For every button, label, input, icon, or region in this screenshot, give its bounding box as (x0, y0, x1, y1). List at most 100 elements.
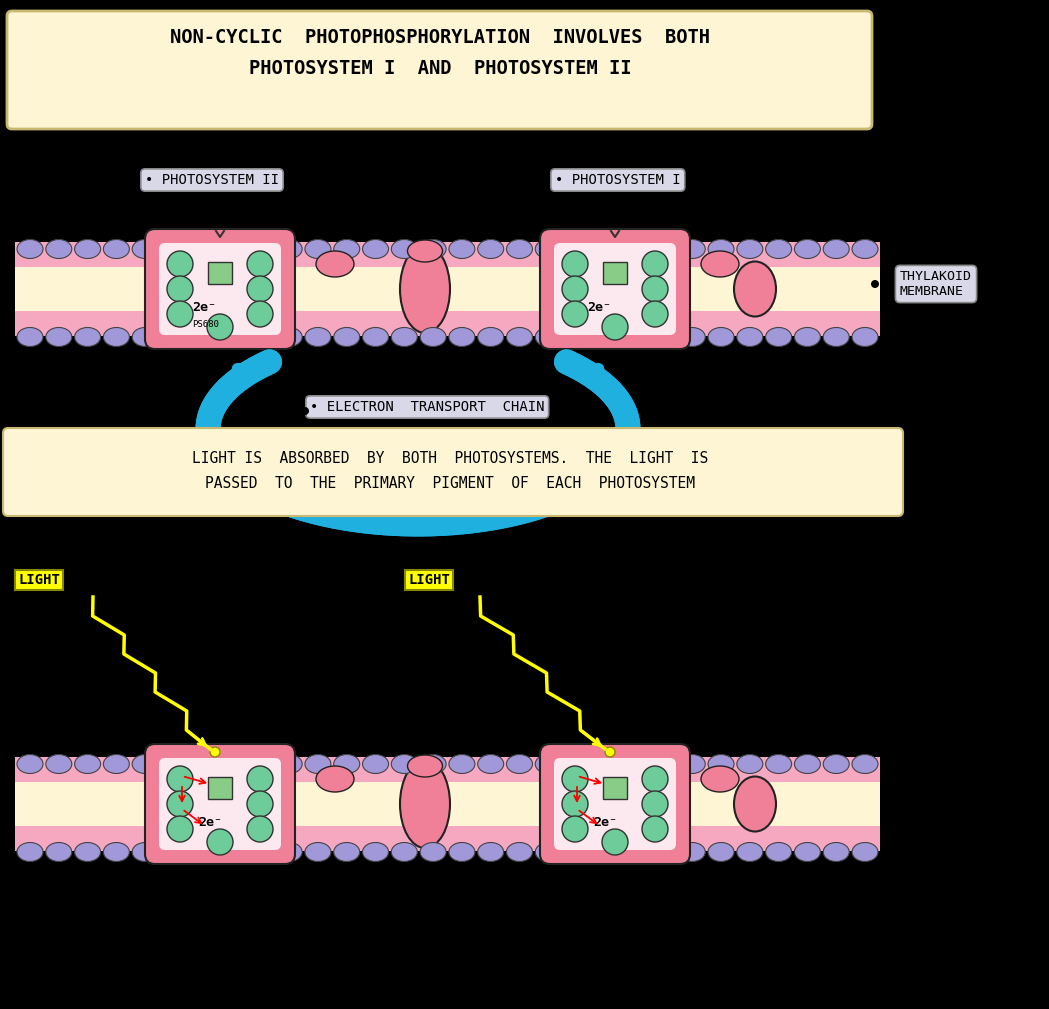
Ellipse shape (794, 239, 820, 258)
FancyBboxPatch shape (15, 311, 880, 336)
Ellipse shape (391, 755, 418, 774)
Ellipse shape (680, 755, 705, 774)
Ellipse shape (708, 843, 734, 862)
FancyBboxPatch shape (145, 744, 295, 864)
FancyBboxPatch shape (145, 229, 295, 349)
Circle shape (247, 791, 273, 817)
Ellipse shape (622, 755, 647, 774)
Ellipse shape (535, 843, 561, 862)
Circle shape (642, 251, 668, 277)
Ellipse shape (132, 755, 158, 774)
Circle shape (207, 314, 233, 340)
FancyBboxPatch shape (554, 758, 676, 850)
Ellipse shape (734, 261, 776, 317)
Ellipse shape (766, 843, 792, 862)
Text: THYLAKOID
MEMBRANE: THYLAKOID MEMBRANE (900, 270, 972, 298)
Ellipse shape (622, 239, 647, 258)
Ellipse shape (852, 755, 878, 774)
FancyBboxPatch shape (15, 757, 880, 782)
Ellipse shape (477, 755, 504, 774)
Circle shape (167, 816, 193, 842)
Ellipse shape (363, 328, 388, 346)
Ellipse shape (701, 251, 738, 277)
Text: 2e⁻: 2e⁻ (587, 301, 611, 314)
Ellipse shape (363, 755, 388, 774)
Bar (603, 262, 627, 284)
Text: LIGHT: LIGHT (408, 573, 450, 587)
Ellipse shape (852, 328, 878, 346)
Ellipse shape (564, 755, 591, 774)
Circle shape (207, 829, 233, 855)
Ellipse shape (420, 239, 446, 258)
FancyBboxPatch shape (15, 766, 880, 842)
Text: 2e⁻: 2e⁻ (198, 816, 222, 829)
Text: LIGHT: LIGHT (18, 573, 60, 587)
Ellipse shape (564, 843, 591, 862)
Circle shape (642, 766, 668, 792)
Circle shape (167, 276, 193, 302)
Text: • PHOTOSYSTEM II: • PHOTOSYSTEM II (145, 173, 279, 187)
Ellipse shape (160, 843, 187, 862)
Ellipse shape (132, 328, 158, 346)
Circle shape (562, 766, 588, 792)
Ellipse shape (363, 843, 388, 862)
Ellipse shape (823, 755, 850, 774)
Ellipse shape (74, 755, 101, 774)
Ellipse shape (316, 251, 354, 277)
Text: 2e⁻: 2e⁻ (593, 816, 617, 829)
Ellipse shape (334, 328, 360, 346)
Circle shape (642, 301, 668, 327)
Ellipse shape (708, 328, 734, 346)
Text: • PHOTOSYSTEM I: • PHOTOSYSTEM I (555, 173, 681, 187)
FancyBboxPatch shape (15, 242, 880, 267)
Ellipse shape (680, 239, 705, 258)
Bar (208, 777, 232, 799)
Ellipse shape (104, 328, 129, 346)
Ellipse shape (701, 766, 738, 792)
Ellipse shape (17, 239, 43, 258)
Ellipse shape (276, 328, 302, 346)
Ellipse shape (477, 239, 504, 258)
Ellipse shape (391, 239, 418, 258)
Ellipse shape (564, 239, 591, 258)
Circle shape (642, 816, 668, 842)
FancyBboxPatch shape (15, 251, 880, 327)
Ellipse shape (766, 755, 792, 774)
Ellipse shape (736, 239, 763, 258)
Ellipse shape (218, 328, 244, 346)
Ellipse shape (276, 239, 302, 258)
Ellipse shape (305, 755, 330, 774)
Ellipse shape (218, 239, 244, 258)
Ellipse shape (104, 239, 129, 258)
Text: LIGHT IS  ABSORBED  BY  BOTH  PHOTOSYSTEMS.  THE  LIGHT  IS
PASSED  TO  THE  PRI: LIGHT IS ABSORBED BY BOTH PHOTOSYSTEMS. … (192, 451, 708, 490)
Ellipse shape (400, 245, 450, 333)
Ellipse shape (391, 843, 418, 862)
Circle shape (167, 251, 193, 277)
Circle shape (247, 301, 273, 327)
Ellipse shape (650, 239, 677, 258)
Ellipse shape (160, 239, 187, 258)
Ellipse shape (852, 239, 878, 258)
Ellipse shape (507, 755, 533, 774)
Ellipse shape (104, 843, 129, 862)
Ellipse shape (852, 843, 878, 862)
Ellipse shape (736, 843, 763, 862)
Ellipse shape (449, 843, 475, 862)
Ellipse shape (420, 328, 446, 346)
FancyBboxPatch shape (159, 243, 281, 335)
Bar (603, 777, 627, 799)
Ellipse shape (477, 328, 504, 346)
Ellipse shape (593, 755, 619, 774)
Ellipse shape (420, 755, 446, 774)
Ellipse shape (190, 328, 216, 346)
Ellipse shape (305, 328, 330, 346)
Ellipse shape (218, 843, 244, 862)
FancyBboxPatch shape (159, 758, 281, 850)
Ellipse shape (46, 755, 71, 774)
Ellipse shape (680, 843, 705, 862)
Ellipse shape (190, 843, 216, 862)
Ellipse shape (507, 843, 533, 862)
Circle shape (167, 791, 193, 817)
Ellipse shape (305, 843, 330, 862)
Ellipse shape (334, 239, 360, 258)
